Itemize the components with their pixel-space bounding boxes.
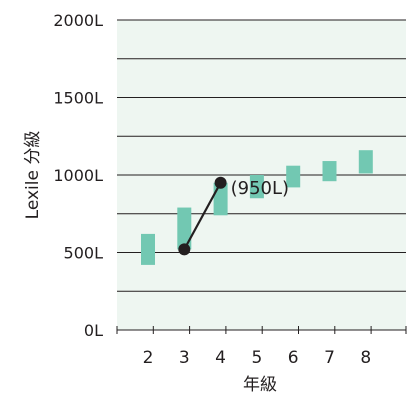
range-bar-grade-8 [358,150,373,174]
range-bar-grade-6 [286,165,301,188]
y-tick-label: 0L [84,321,103,340]
x-tick-label: 6 [288,348,299,368]
x-tick-label: 8 [360,348,371,368]
range-bar-grade-3 [177,207,192,250]
x-tick-label: 7 [324,348,335,368]
x-tick-label: 3 [179,348,190,368]
range-bars [141,150,373,265]
y-tick-label: 1500L [53,89,103,108]
x-tick-label: 2 [143,348,154,368]
range-bar-grade-5 [249,175,264,199]
x-axis: 2 3 4 5 6 7 8 [116,326,407,368]
y-tick-label: 500L [64,244,104,263]
highlight-annotation: (950L) [231,178,289,199]
highlight-point-grade-3 [178,243,191,256]
highlight-line-group: (950L) [178,176,289,256]
y-tick-labels: 0L 500L 1000L 1500L 2000L [53,11,103,340]
x-tick-label: 4 [215,348,226,368]
y-tick-label: 1000L [53,166,103,185]
y-tick-label: 2000L [53,11,103,30]
highlight-line [183,182,222,250]
highlight-point-grade-4 [214,176,227,189]
range-bar-grade-2 [141,233,155,265]
y-axis-label: Lexile 分級 [23,131,43,220]
x-tick-label: 5 [251,348,262,368]
x-axis-label: 年級 [243,375,277,394]
grid-lines [117,19,406,331]
range-bar-grade-7 [322,161,337,182]
